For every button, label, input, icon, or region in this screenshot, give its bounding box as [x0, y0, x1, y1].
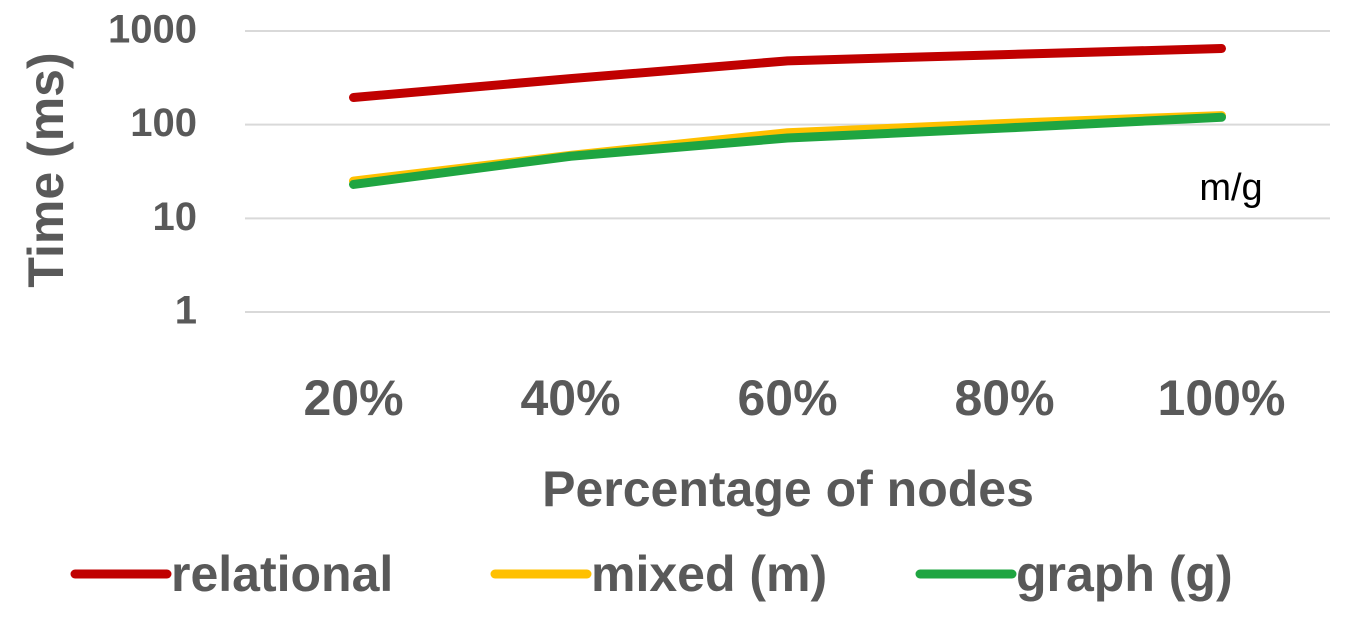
y-axis-title: Time (ms) [18, 52, 74, 287]
legend: relational mixed (m) graph (g) [70, 546, 1233, 602]
x-tick-label: 40% [520, 370, 620, 426]
legend-label: relational [171, 546, 393, 602]
y-tick-label: 100 [130, 101, 197, 145]
y-tick-label: 10 [153, 195, 198, 239]
y-tick-label: 1000 [108, 8, 197, 52]
series-line-relational [349, 44, 1226, 103]
x-tick-label: 60% [737, 370, 837, 426]
legend-item-graph-g: graph (g) [915, 546, 1233, 602]
legend-label: graph (g) [1016, 546, 1233, 602]
x-tick-label: 80% [954, 370, 1054, 426]
legend-item-mixed-m: mixed (m) [490, 546, 827, 602]
y-axis-ticks: 1 10 100 1000 [108, 8, 197, 333]
x-axis-ticks: 20% 40% 60% 80% 100% [303, 370, 1285, 426]
legend-item-relational: relational [70, 546, 393, 602]
gridlines [245, 30, 1330, 313]
x-axis-title: Percentage of nodes [542, 461, 1034, 517]
legend-label: mixed (m) [591, 546, 827, 602]
y-tick-label: 1 [175, 289, 197, 333]
series-lines [349, 44, 1226, 189]
mixed-graph-annotation: m/g [1199, 167, 1262, 209]
x-tick-label: 20% [303, 370, 403, 426]
x-tick-label: 100% [1158, 370, 1286, 426]
series-line-graph-g [349, 112, 1226, 189]
